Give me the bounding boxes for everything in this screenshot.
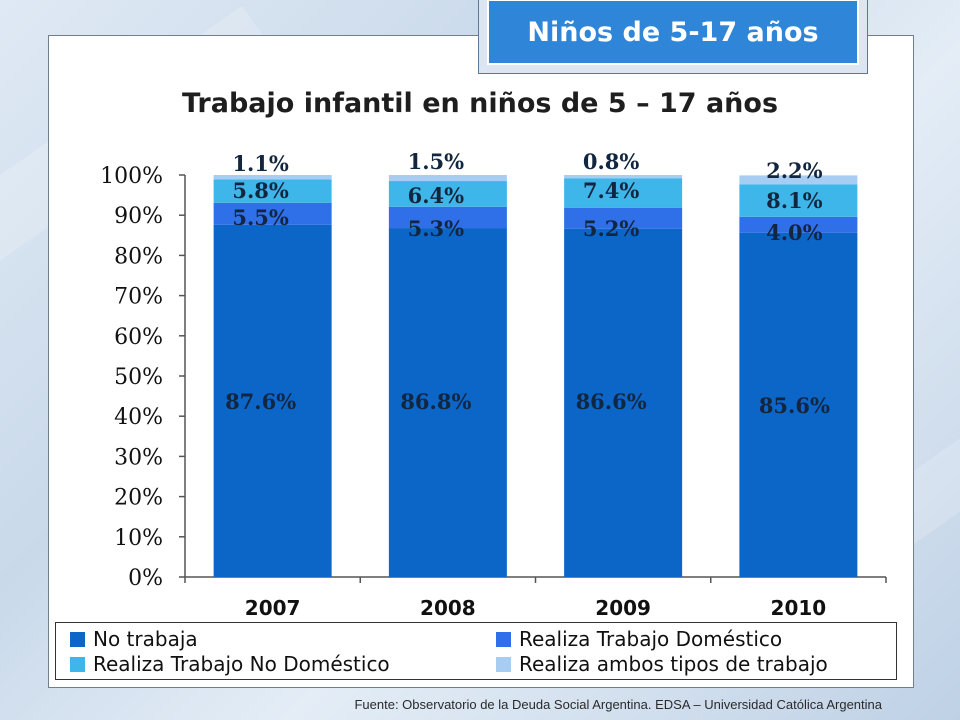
bar-segment [388,206,507,229]
y-tick-label: 30% [114,445,163,470]
bar-segment [388,181,507,207]
x-tick-label: 2007 [245,596,301,620]
bar-segment [213,179,332,203]
bar-segment [213,224,332,577]
x-tick-label: 2010 [771,596,827,620]
legend-swatch [496,631,511,647]
bar-segment [739,216,858,233]
chart-title: Trabajo infantil en niños de 5 – 17 años [181,88,779,119]
data-label: 6.4% [408,183,465,208]
bar-segment [564,178,683,208]
bar-segment [388,228,507,577]
legend-item-no-trabaja: No trabaja [70,627,198,651]
bar-segment [213,202,332,225]
bar-segment [564,175,683,179]
data-label: 2.2% [766,158,823,183]
bar-segment [739,175,858,185]
data-label: 87.6% [225,389,296,414]
legend-label: Realiza ambos tipos de trabajo [519,652,828,676]
x-tick-label: 2008 [420,596,476,620]
data-label: 5.8% [232,178,289,203]
data-label: 8.1% [766,188,823,213]
source-note: Fuente: Observatorio de la Deuda Social … [354,697,882,712]
legend-item-ambos-tipos: Realiza ambos tipos de trabajo [496,652,828,676]
y-tick-label: 50% [114,365,163,390]
data-label: 7.4% [583,178,640,203]
data-label: 1.1% [232,151,289,176]
legend-swatch [70,656,85,672]
y-tick-label: 70% [114,285,163,310]
y-tick-label: 10% [114,526,163,551]
y-tick-label: 90% [114,204,163,229]
data-label: 5.3% [408,216,465,241]
legend-item-trabajo-no-domestico: Realiza Trabajo No Doméstico [70,652,390,676]
data-label: 86.8% [400,389,471,414]
y-tick-label: 0% [128,566,163,591]
chart-legend: No trabaja Realiza Trabajo Doméstico Rea… [55,622,897,680]
data-label: 1.5% [408,149,465,174]
x-tick-label: 2009 [595,596,651,620]
bar-segment [213,175,332,180]
legend-item-trabajo-domestico: Realiza Trabajo Doméstico [496,627,782,651]
legend-label: Realiza Trabajo Doméstico [519,627,783,651]
y-tick-label: 80% [114,244,163,269]
data-label: 4.0% [766,220,823,245]
section-badge-label: Niños de 5-17 años [487,0,859,65]
data-label: 0.8% [583,149,640,174]
bar-segment [739,184,858,217]
y-tick-label: 60% [114,325,163,350]
data-label: 86.6% [576,389,647,414]
bar-segment [739,232,858,577]
bar-segment [388,175,507,182]
legend-swatch [496,656,511,672]
y-tick-label: 40% [114,405,163,430]
data-label: 5.5% [232,205,289,230]
bar-segment [564,228,683,578]
legend-label: Realiza Trabajo No Doméstico [93,652,390,676]
legend-label: No trabaja [93,627,198,651]
data-label: 85.6% [759,393,830,418]
legend-swatch [70,631,85,647]
data-label: 5.2% [583,216,640,241]
section-badge: Niños de 5-17 años [478,0,868,74]
y-tick-label: 20% [114,486,163,511]
bar-segment [564,207,683,229]
y-tick-label: 100% [100,164,163,189]
